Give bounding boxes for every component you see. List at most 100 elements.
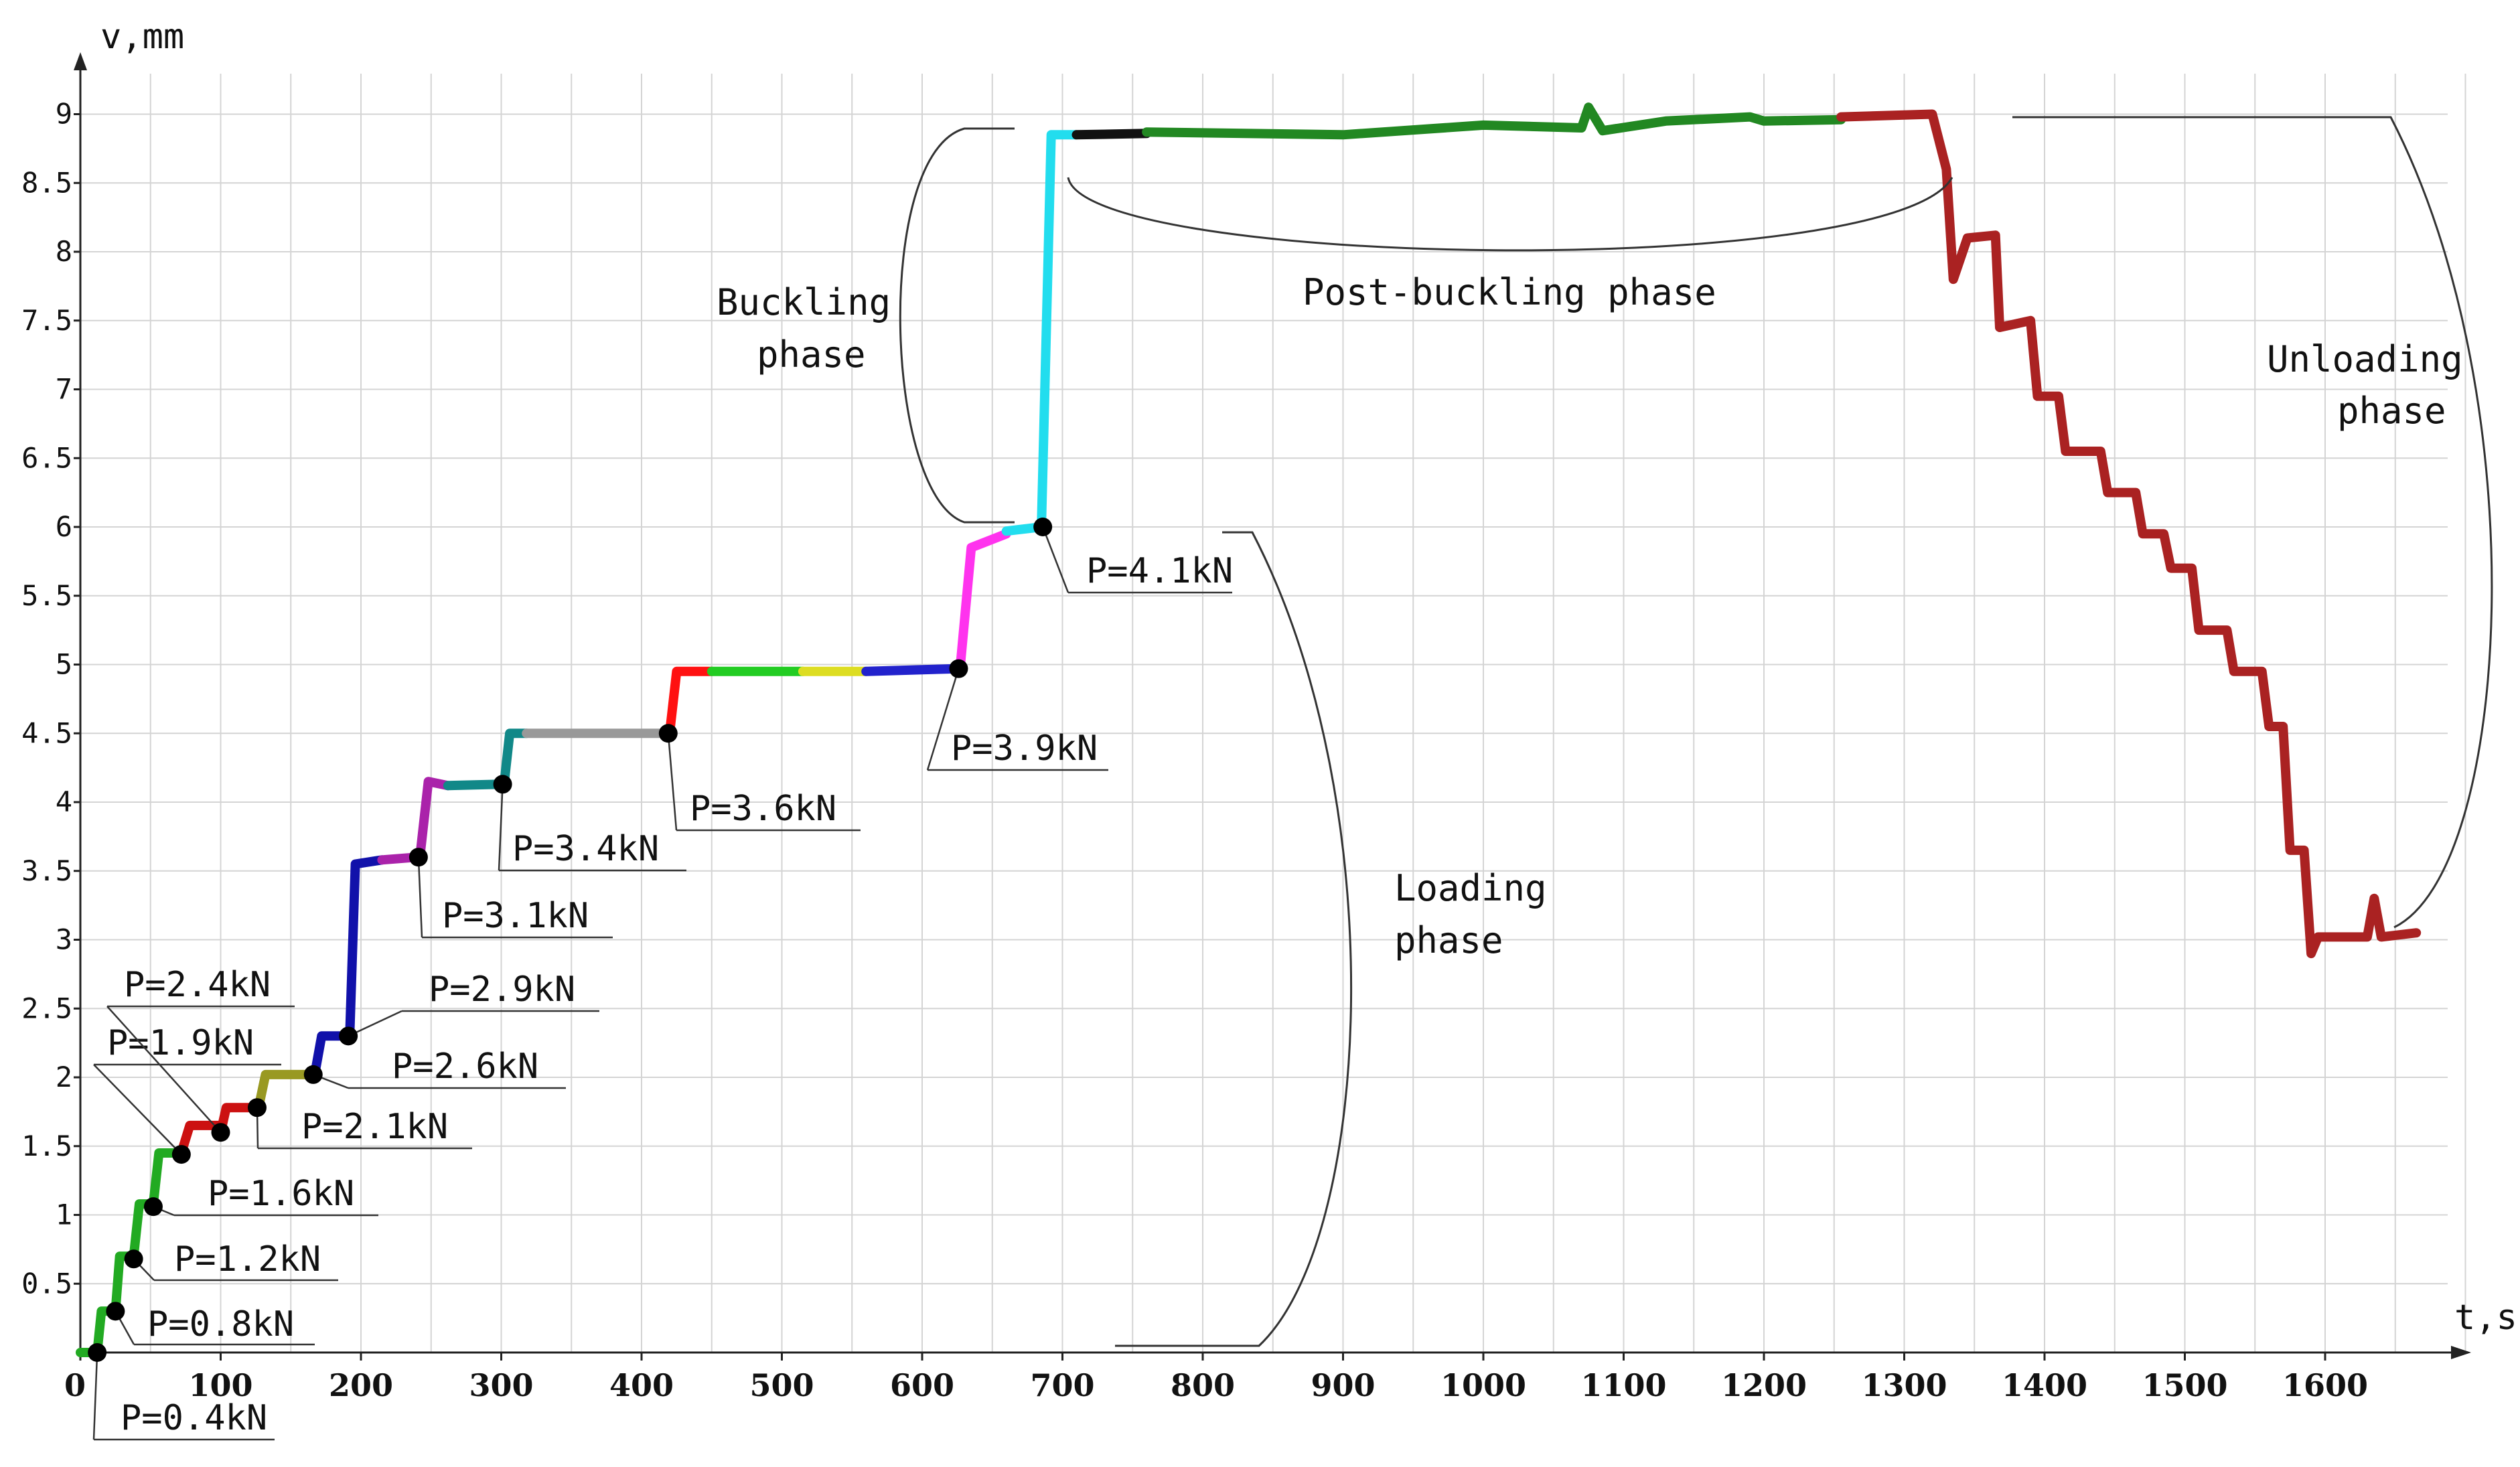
series-line: [309, 1031, 352, 1079]
load-label-leader: [92, 1352, 98, 1440]
annotation-unloading-line2: phase: [2337, 390, 2446, 432]
load-point-label: P=0.8kN: [147, 1304, 294, 1344]
load-point-marker: [1033, 518, 1053, 536]
annotation-buckling-line2: phase: [757, 333, 866, 376]
load-point-label: P=2.4kN: [124, 965, 271, 1005]
load-label-leader: [348, 1010, 402, 1037]
x-tick-label: 300: [469, 1367, 533, 1403]
load-label-leader: [417, 857, 423, 938]
annotation-unloading-line1: Unloading: [2267, 338, 2463, 380]
series-line: [415, 777, 453, 862]
load-point-label: P=2.6kN: [392, 1047, 538, 1087]
y-tick-label: 5.5: [21, 579, 72, 612]
load-label-leader: [1042, 526, 1069, 593]
y-tick-label: 4.5: [21, 716, 72, 749]
y-tick-label: 3.5: [21, 854, 72, 887]
x-axis-label: t,s: [2454, 1298, 2517, 1338]
x-tick-label: 100: [188, 1367, 252, 1403]
load-point-label: P=3.9kN: [951, 728, 1098, 769]
x-axis-arrow: [2451, 1346, 2471, 1359]
x-tick-label: 1500: [2142, 1367, 2227, 1403]
x-tick-label: 0: [64, 1367, 86, 1403]
series-line: [1836, 109, 2422, 959]
x-tick-label: 1600: [2282, 1367, 2368, 1403]
load-point-marker: [949, 659, 968, 678]
tick-labels: 0.5 1 1.5 2 2.5 3 3.5 4 4.5 5 5.5 6 6.5 7 7.5 8 8.5 9 0 100…: [21, 98, 2368, 1404]
loading-phase-bracket: [1115, 531, 1353, 1347]
y-tick-label: 2: [56, 1061, 72, 1093]
series-line: [861, 664, 962, 676]
series-line: [1142, 102, 1846, 140]
y-tick-label: 4: [56, 785, 72, 818]
load-point-label: P=1.2kN: [174, 1239, 321, 1280]
x-tick-label: 1200: [1721, 1367, 1807, 1403]
x-tick-label: 800: [1171, 1367, 1235, 1403]
y-axis-label: v,mm: [100, 17, 184, 57]
x-tick-label: 500: [749, 1367, 814, 1403]
y-tick-label: 2.5: [21, 992, 72, 1024]
load-label-leaders: P=0.4kN P=0.8kN P=1.2kN P=1.6kN P=1.9kN P=2.4…: [92, 526, 1233, 1441]
series-line: [176, 1120, 223, 1158]
load-point-label: P=3.6kN: [690, 789, 836, 829]
load-point-label: P=3.1kN: [442, 896, 589, 936]
load-point-label: P=1.6kN: [208, 1174, 354, 1214]
load-point-marker: [106, 1302, 125, 1321]
load-point-marker: [409, 848, 428, 867]
x-tick-label: 1100: [1580, 1367, 1666, 1403]
load-point-marker: [339, 1026, 358, 1046]
load-point-marker: [658, 724, 678, 743]
annotation-post-buckling: Post-buckling phase: [1303, 271, 1716, 313]
load-label-leader: [93, 1064, 182, 1155]
y-tick-label: 1: [56, 1199, 72, 1231]
load-point-label: P=4.1kN: [1086, 551, 1233, 591]
y-tick-label: 7: [56, 373, 72, 406]
y-axis-arrow: [74, 52, 87, 70]
phase-brackets: [899, 116, 2493, 1347]
load-point-marker: [247, 1098, 267, 1117]
y-tick-label: 0.5: [21, 1267, 72, 1300]
x-tick-label: 1000: [1440, 1367, 1526, 1403]
load-point-marker: [303, 1065, 323, 1084]
load-point-label: P=1.9kN: [107, 1023, 254, 1063]
annotation-loading-line2: phase: [1394, 919, 1503, 961]
series-line: [254, 1069, 317, 1113]
x-tick-label: 1300: [1861, 1367, 1947, 1403]
series-line: [955, 529, 1011, 674]
load-point-label: P=2.9kN: [429, 970, 575, 1010]
load-label-leader: [106, 1006, 222, 1134]
load-point-label: P=2.1kN: [301, 1107, 448, 1147]
buckling-phase-bracket: [899, 127, 1015, 524]
x-tick-label: 1400: [2002, 1367, 2087, 1403]
grid: [80, 74, 2466, 1353]
load-point-marker: [493, 775, 512, 794]
series-line: [345, 855, 387, 1041]
load-point-label: P=3.4kN: [512, 829, 659, 869]
load-point-marker: [211, 1123, 230, 1142]
phase-annotations: Buckling phase Post-buckling phase Unloa…: [717, 271, 2463, 961]
series-line: [664, 666, 717, 739]
y-tick-label: 8.5: [21, 166, 72, 199]
y-tick-label: 6.5: [21, 441, 72, 474]
series-line: [1001, 130, 1082, 536]
x-tick-label: 200: [329, 1367, 393, 1403]
x-tick-label: 700: [1030, 1367, 1094, 1403]
x-tick-label: 900: [1311, 1367, 1375, 1403]
y-tick-label: 3: [56, 923, 72, 956]
load-label-leader: [498, 784, 504, 871]
y-tick-label: 7.5: [21, 304, 72, 337]
y-tick-label: 1.5: [21, 1130, 72, 1162]
load-point-marker: [171, 1145, 191, 1164]
x-tick-label: 600: [890, 1367, 954, 1403]
unloading-phase-bracket: [2012, 116, 2493, 929]
annotation-buckling-line1: Buckling: [717, 281, 891, 323]
load-label-leader: [926, 668, 960, 771]
load-point-marker: [124, 1249, 143, 1269]
load-point-marker: [88, 1343, 107, 1362]
load-points: [88, 518, 1053, 1362]
y-tick-label: 6: [56, 510, 72, 543]
annotation-loading-line1: Loading: [1394, 867, 1547, 909]
post-buckling-phase-bracket: [1067, 177, 1953, 252]
series-line: [1071, 129, 1152, 140]
x-tick-label: 400: [609, 1367, 674, 1403]
